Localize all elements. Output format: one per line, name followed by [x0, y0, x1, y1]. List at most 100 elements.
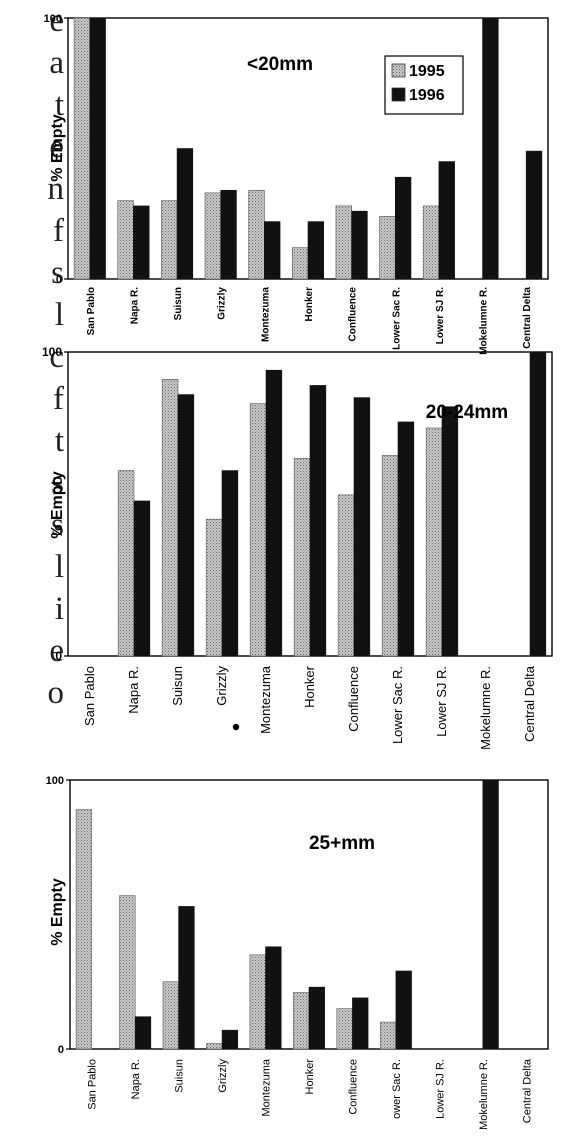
x-tick-label: Lower SJ R. — [435, 287, 446, 344]
x-tick-label: Grizzly — [217, 1059, 229, 1093]
scan-speck — [232, 723, 240, 731]
chart-panel: 0 100 % Empty San Pablo Napa R. Suisun Grizzly… — [44, 13, 549, 355]
bar-1996 — [221, 1029, 239, 1050]
x-tick-label: Suisun — [174, 1059, 186, 1093]
y-axis-label: % Empty — [49, 114, 66, 182]
x-tick-label: Mokelumne R. — [479, 287, 490, 355]
bar-1996 — [309, 385, 327, 657]
bar-1996 — [220, 189, 237, 280]
background-text-line: i — [54, 591, 64, 627]
bar-1995 — [335, 205, 352, 280]
x-tick-label: Napa R. — [130, 1059, 142, 1099]
bar-1996 — [89, 17, 106, 280]
y-axis-label: % Empty — [49, 471, 66, 539]
bar-1995 — [291, 247, 309, 280]
y-tick-label: 0 — [55, 649, 62, 663]
x-tick-label: Lower SJ R. — [434, 1059, 446, 1119]
chart-title: 25+mm — [309, 833, 375, 854]
bar-1995 — [293, 458, 311, 657]
x-tick-label: Grizzly — [214, 666, 229, 706]
bar-1995 — [206, 1043, 223, 1050]
bar-1996 — [133, 500, 151, 657]
bar-1996 — [394, 176, 412, 280]
bar-1995 — [249, 403, 267, 657]
bar-1996 — [176, 148, 194, 280]
background-text-line: f — [53, 381, 64, 417]
x-tick-label: Mokelumne R. — [478, 666, 493, 750]
y-tick-label: 100 — [42, 345, 62, 359]
x-tick-label: Confluence — [347, 1059, 359, 1115]
bar-1996 — [351, 210, 368, 280]
bar-1996 — [221, 470, 239, 657]
legend-swatch-1995 — [391, 63, 406, 78]
x-tick-label: Confluence — [346, 666, 361, 732]
x-tick-label: Mokelumne R. — [478, 1059, 490, 1130]
x-tick-label: Lower SJ R. — [434, 666, 449, 737]
bar-1996 — [133, 205, 150, 280]
bar-1995 — [381, 455, 399, 657]
x-tick-label: Honker — [304, 1059, 316, 1095]
background-text-line: a — [49, 45, 64, 81]
legend-label: 1996 — [409, 87, 445, 104]
x-tick-label: Suisun — [170, 666, 185, 706]
bar-1996 — [265, 946, 282, 1050]
bar-1996 — [265, 369, 283, 657]
background-text-line: l — [54, 549, 64, 585]
bar-1995 — [249, 954, 266, 1050]
x-tick-label: San Pablo — [86, 287, 97, 335]
chart-panel: 0 100 % Empty San Pablo Napa R. Suisun Grizzly… — [42, 345, 553, 750]
bar-1995 — [379, 1021, 397, 1050]
background-text-line: s — [51, 507, 64, 543]
background-text-line: t — [54, 87, 64, 123]
background-text-line: t — [54, 423, 64, 459]
bar-1996 — [353, 397, 371, 657]
bar-1996 — [352, 997, 369, 1050]
x-tick-label: Lower Sac R. — [391, 287, 402, 350]
bar-1996 — [482, 779, 499, 1050]
bar-1996 — [307, 221, 325, 280]
bar-1995 — [204, 192, 222, 280]
bar-1995 — [293, 992, 310, 1050]
bar-1996 — [177, 394, 195, 657]
x-tick-label: Napa R. — [129, 287, 140, 324]
bar-1995 — [422, 205, 440, 280]
x-tick-label: Central Delta — [522, 287, 533, 349]
x-tick-label: Montezuma — [261, 1058, 273, 1116]
y-tick-label: 100 — [46, 775, 64, 787]
background-text-line: n — [47, 171, 65, 207]
bar-1995 — [379, 216, 396, 280]
bar-1996 — [529, 351, 547, 657]
background-text-line: l — [0, 714, 64, 720]
x-tick-label: ower Sac R. — [391, 1059, 403, 1119]
bar-1995 — [336, 1008, 353, 1050]
background-text-line: e — [49, 633, 64, 669]
chart-title: 20-24mm — [426, 402, 508, 423]
bar-1996 — [438, 161, 455, 280]
legend-label: 1995 — [409, 63, 445, 80]
x-tick-label: San Pablo — [87, 1059, 99, 1110]
x-tick-label: Honker — [302, 665, 317, 708]
bar-1995 — [248, 189, 265, 280]
y-tick-label: 100 — [44, 13, 62, 25]
bar-1996 — [395, 970, 412, 1050]
bar-1995 — [162, 981, 179, 1050]
background-text-line: l — [54, 297, 64, 333]
x-tick-label: Central Delta — [521, 1058, 533, 1123]
background-text-line: f — [53, 213, 64, 249]
x-tick-label: Honker — [304, 287, 315, 322]
background-text-line: e — [49, 3, 64, 39]
x-tick-label: Confluence — [348, 287, 359, 342]
legend: 1995 1996 — [384, 55, 464, 115]
bar-1996 — [525, 150, 543, 280]
x-tick-label: Napa R. — [126, 666, 141, 714]
y-tick-label: 0 — [58, 1044, 64, 1056]
bar-1995 — [337, 494, 355, 657]
background-text-column: eatenfslcftsslieol — [0, 0, 65, 720]
bar-1996 — [178, 906, 195, 1050]
x-tick-label: San Pablo — [82, 666, 97, 726]
bar-1995 — [119, 895, 136, 1050]
background-text-line: e — [49, 129, 64, 165]
bar-1995 — [161, 379, 179, 657]
